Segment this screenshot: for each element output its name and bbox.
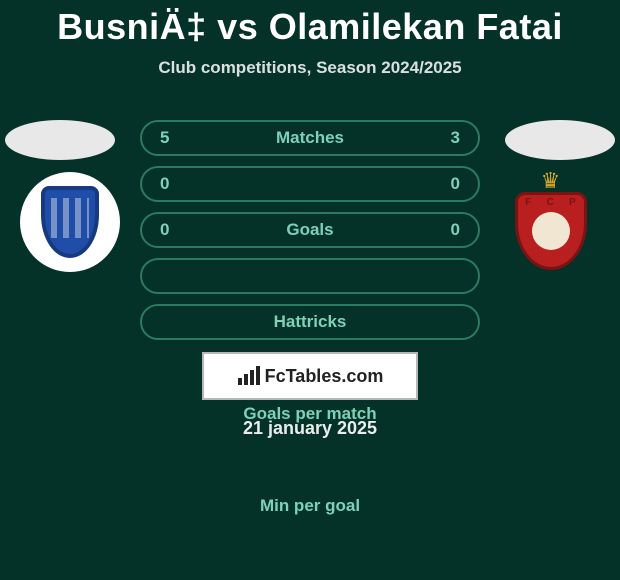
stats-block: 5 3 Matches 0 0 Goals 0 0 Hattricks Goal… [140,120,480,439]
stat-left-value: 0 [160,174,169,194]
fctables-logo[interactable]: FcTables.com [202,352,418,400]
stat-label: Min per goal [140,496,480,516]
stat-row-min-per-goal [140,304,480,340]
logo-text: FcTables.com [265,366,384,387]
player-photo-left [5,120,115,160]
club-crest-right: ♛ FCP [500,171,601,272]
stat-label: Goals per match [140,404,480,424]
stat-right-value: 0 [451,174,460,194]
subtitle: Club competitions, Season 2024/2025 [0,58,620,78]
stat-row-goals: 0 0 [140,166,480,202]
bar-chart-icon [237,366,261,386]
stat-right-value: 0 [451,220,460,240]
page-title: BusniÄ‡ vs Olamilekan Fatai [0,0,620,48]
stat-label: Matches [140,128,480,148]
player-photo-right [505,120,615,160]
stat-row-goals-per-match [140,258,480,294]
stat-row-hattricks: 0 0 [140,212,480,248]
stat-left-value: 0 [160,220,169,240]
club-crest-left [19,171,120,272]
